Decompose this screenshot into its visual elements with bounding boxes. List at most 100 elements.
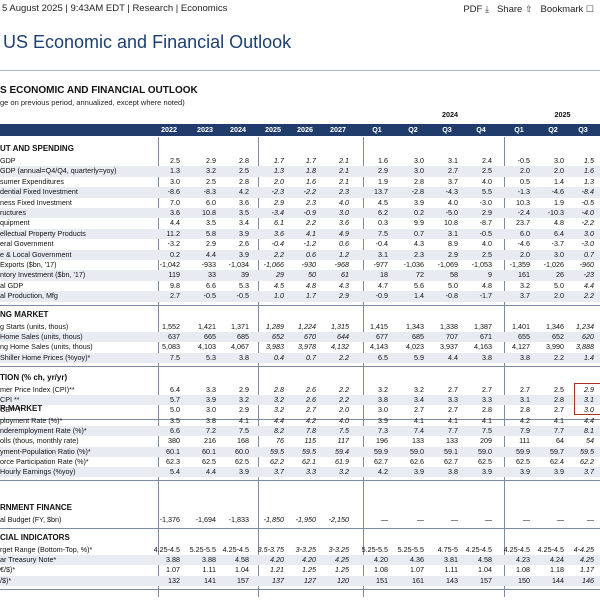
row-band bbox=[0, 555, 600, 566]
cell-value: 6.0 bbox=[520, 228, 530, 238]
cell-value: 2.7 bbox=[414, 405, 424, 415]
cell-value: 4.0 bbox=[339, 197, 349, 207]
cell-value: 4.4 bbox=[448, 352, 458, 362]
cell-value: 0.2 bbox=[170, 249, 180, 259]
table-row: Shiller Home Prices (%yoy)* 7.5 5.3 3.8 0.4 0… bbox=[0, 353, 600, 363]
cell-value: 1.6 bbox=[584, 166, 594, 176]
table-row: /$)* 132 141 157 137 127 120 151 161 143 157 150 144… bbox=[0, 576, 600, 586]
cell-value: 5.8 bbox=[206, 228, 216, 238]
cell-value: 1,346 bbox=[546, 322, 564, 331]
share-button[interactable]: Share ⇧ bbox=[496, 4, 533, 15]
row-band bbox=[0, 446, 600, 457]
cell-value: 2.9 bbox=[482, 208, 492, 217]
table-row: ployment Rate (%)* 3.5 3.8 4.1 4.4 4.2 4.0 3.9 4… bbox=[0, 416, 600, 426]
cell-value: 2.1 bbox=[339, 156, 349, 165]
cell-value: 4.25-4.5 bbox=[503, 545, 530, 554]
group-header: CIAL INDICATORS bbox=[0, 533, 70, 542]
cell-value: 1.07 bbox=[410, 565, 424, 575]
row-label: ar Treasury Note* bbox=[0, 555, 57, 565]
cell-value: 2.0 bbox=[520, 249, 530, 259]
cell-value: 3.7 bbox=[274, 467, 284, 476]
sep-quarterly bbox=[363, 137, 364, 597]
cell-value: 62.5 bbox=[478, 456, 492, 466]
cell-value: -4.0 bbox=[581, 208, 594, 217]
cell-value: 1.3 bbox=[584, 176, 594, 186]
cell-value: 7.8 bbox=[306, 426, 316, 436]
cell-value: 4.25 bbox=[335, 555, 349, 565]
cell-value: 0.7 bbox=[414, 228, 424, 238]
cell-value: 111 bbox=[519, 436, 530, 446]
cell-value: 2.7 bbox=[170, 291, 180, 301]
cell-value: 1.11 bbox=[202, 565, 216, 575]
pdf-button[interactable]: PDF ⤓ bbox=[463, 4, 489, 15]
row-label: ness Fixed Investment bbox=[0, 197, 72, 207]
cell-value: -8.6 bbox=[167, 187, 180, 197]
row-label: g Starts (units, thous) bbox=[0, 322, 69, 331]
cell-value: 3.0 bbox=[206, 405, 216, 415]
cell-value: — bbox=[522, 515, 530, 524]
cell-value: 2.7 bbox=[554, 405, 564, 415]
table-row: g Starts (units, thous) 1,552 1,421 1,371 1,… bbox=[0, 322, 600, 332]
row-label: GDP bbox=[0, 156, 16, 165]
cell-value: 6.5 bbox=[378, 352, 388, 362]
table-row: ness Fixed Investment 7.0 6.0 3.6 2.9 2.3 4.0 4… bbox=[0, 198, 600, 208]
cell-value: -8.7 bbox=[479, 218, 492, 228]
cell-value: 2.5 bbox=[170, 156, 180, 165]
cell-value: 59.0 bbox=[410, 446, 424, 456]
group-header: RNMENT FINANCE bbox=[0, 503, 72, 512]
group-header: R MARKET bbox=[0, 404, 43, 413]
row-label: olls (thous, monthly rate) bbox=[0, 436, 79, 446]
cell-value: 3.6 bbox=[170, 208, 180, 217]
cell-value: 1,343 bbox=[406, 322, 424, 331]
cell-value: -2.8 bbox=[411, 187, 424, 197]
cell-value: -2.2 bbox=[303, 187, 316, 197]
cell-value: 3.7 bbox=[448, 176, 458, 186]
table-row: dential Fixed Investment -8.6 -8.3 4.2 -2.3 -… bbox=[0, 187, 600, 197]
cell-value: 1.17 bbox=[580, 565, 594, 575]
cell-value: 10.8 bbox=[202, 208, 216, 217]
top-actions: PDF ⤓ Share ⇧ Bookmark ☐ bbox=[463, 0, 594, 19]
cell-value: 2.2 bbox=[339, 395, 349, 405]
cell-value: 143 bbox=[446, 575, 458, 585]
cell-value: 1.9 bbox=[554, 197, 564, 207]
cell-value: 4.3 bbox=[414, 239, 424, 249]
cell-value: 5.3 bbox=[206, 352, 216, 362]
cell-value: 1.8 bbox=[306, 166, 316, 176]
bookmark-button[interactable]: Bookmark ☐ bbox=[540, 4, 594, 15]
cell-value: 4.25-4.5 bbox=[153, 545, 180, 554]
cell-value: 3.9 bbox=[414, 197, 424, 207]
table-row: GDP 2.5 2.9 2.8 1.7 1.7 2.1 1.6 3.0 3.1 2.4 -0.5 3.0… bbox=[0, 156, 600, 166]
cell-value: -1,069 bbox=[437, 260, 458, 269]
cell-value: 7.5 bbox=[170, 352, 180, 362]
row-label: nderemployment Rate (%)* bbox=[0, 426, 87, 436]
cell-value: 1.3 bbox=[274, 166, 284, 176]
cell-value: 4.8 bbox=[306, 280, 316, 290]
row-label: ellectual Property Products bbox=[0, 228, 86, 238]
cell-value: 4.1 bbox=[239, 416, 249, 425]
cell-value: -1.3 bbox=[517, 187, 530, 197]
cell-value: 5.0 bbox=[170, 405, 180, 415]
cell-value: 670 bbox=[304, 332, 316, 342]
cell-value: 2.6 bbox=[239, 239, 249, 249]
cell-value: 3.2 bbox=[520, 280, 530, 290]
table-subtitle: ge on previous period, annualized, excep… bbox=[0, 98, 185, 107]
cell-value: 10.8 bbox=[444, 218, 458, 228]
cell-value: -0.5 bbox=[581, 197, 594, 207]
cell-value: 3.9 bbox=[482, 467, 492, 476]
cell-value: 7.5 bbox=[482, 426, 492, 436]
cell-value: 4.5 bbox=[378, 197, 388, 207]
cell-value: 2.8 bbox=[554, 395, 564, 405]
cell-value: 5.7 bbox=[170, 395, 180, 405]
cell-value: 6.0 bbox=[206, 197, 216, 207]
cell-value: 3.1 bbox=[448, 228, 458, 238]
cell-value: -933 bbox=[201, 260, 216, 269]
cell-value: — bbox=[416, 515, 424, 524]
cell-value: 3.2 bbox=[378, 385, 388, 394]
row-label: sumer Expenditures bbox=[0, 176, 64, 186]
cell-value: 4,143 bbox=[370, 342, 388, 352]
cell-value: 3.4 bbox=[414, 395, 424, 405]
cell-value: 1.6 bbox=[378, 156, 388, 165]
cell-value: 2.9 bbox=[339, 291, 349, 301]
cell-value: 115 bbox=[304, 436, 316, 446]
year-2025-label: 2025 bbox=[554, 110, 571, 119]
